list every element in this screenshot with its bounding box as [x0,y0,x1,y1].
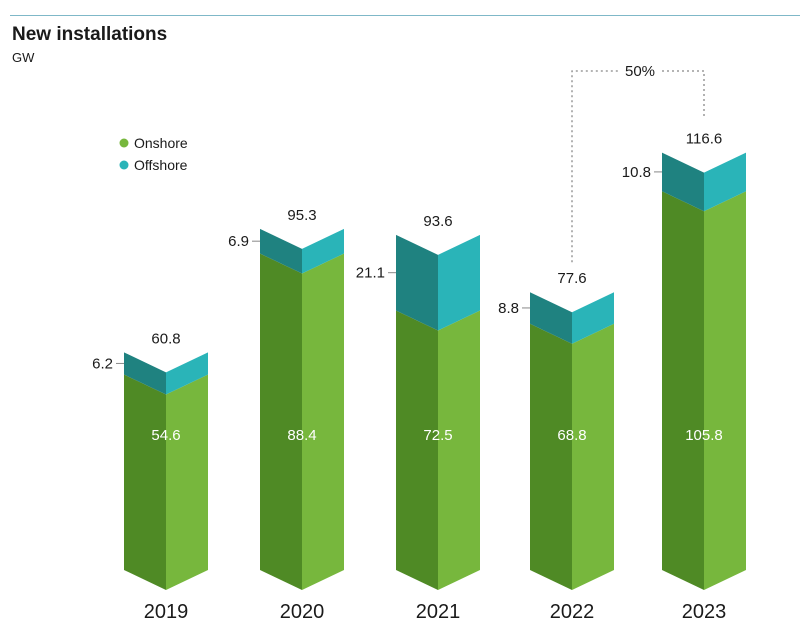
offshore-bar-left-face [396,234,438,331]
growth-annotation-label: 50% [625,63,655,80]
onshore-label: 105.8 [685,427,723,444]
onshore-bar-left-face [662,191,704,590]
year-label: 2019 [144,601,189,623]
onshore-bar-right-face [704,191,746,590]
onshore-bar-right-face [438,310,480,590]
legend-label-onshore: Onshore [134,135,188,151]
chart-title: New installations [12,24,168,45]
offshore-bar-right-face [704,152,746,212]
offshore-bar-right-face [166,352,208,395]
year-label: 2022 [550,601,595,623]
onshore-label: 88.4 [287,427,316,444]
offshore-label: 6.2 [92,355,113,372]
total-label: 60.8 [151,330,180,347]
onshore-bar-left-face [396,310,438,590]
growth-bracket-right [662,70,705,117]
onshore-bar-right-face [302,253,344,590]
offshore-bar-left-face [124,352,166,395]
offshore-bar-right-face [438,234,480,331]
year-label: 2020 [280,601,325,623]
year-label: 2021 [416,601,461,623]
offshore-bar-left-face [260,228,302,274]
onshore-label: 68.8 [557,427,586,444]
legend-swatch-onshore [119,138,129,148]
offshore-bar-left-face [662,152,704,212]
offshore-label: 10.8 [622,164,651,181]
onshore-bar-right-face [166,374,208,590]
offshore-label: 8.8 [498,300,519,317]
total-label: 93.6 [423,213,452,230]
offshore-label: 21.1 [356,265,385,282]
total-label: 77.6 [557,270,586,287]
onshore-bar-left-face [124,374,166,590]
onshore-label: 72.5 [423,427,452,444]
offshore-bar-left-face [530,292,572,344]
unit-label: GW [12,50,35,65]
total-label: 95.3 [287,207,316,224]
year-label: 2023 [682,601,727,623]
offshore-bar-right-face [572,292,614,344]
offshore-label: 6.9 [228,233,249,250]
onshore-label: 54.6 [151,427,180,444]
onshore-bar-right-face [572,323,614,590]
legend-label-offshore: Offshore [134,157,188,173]
total-label: 116.6 [686,131,722,148]
top-rule [10,15,800,16]
offshore-bar-right-face [302,228,344,274]
onshore-bar-left-face [530,323,572,590]
onshore-bar-left-face [260,253,302,590]
growth-bracket-left [571,70,618,263]
legend-swatch-offshore [119,160,129,170]
